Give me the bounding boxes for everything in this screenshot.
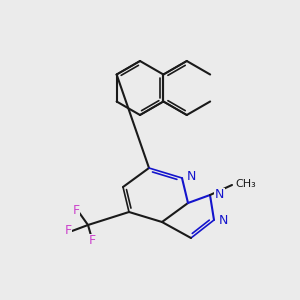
Text: F: F [88, 235, 96, 248]
Text: F: F [64, 224, 72, 238]
Text: F: F [72, 203, 80, 217]
Text: N: N [219, 214, 228, 227]
Text: N: N [215, 188, 224, 202]
Text: N: N [187, 170, 196, 184]
Text: CH₃: CH₃ [235, 179, 256, 189]
